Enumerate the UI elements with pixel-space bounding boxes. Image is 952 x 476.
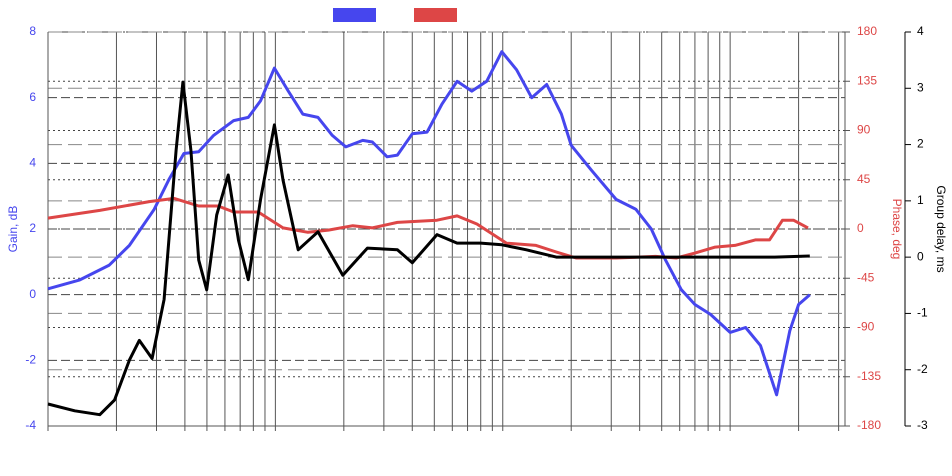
y3-tick-label: 1 [917,193,924,207]
y-tick-label: -4 [25,418,36,432]
y3-tick-label: 4 [917,24,924,38]
y3-tick-label: -1 [917,306,928,320]
y2-tick-label: 45 [857,172,871,186]
y3-tick-label: 3 [917,80,924,94]
y-tick-label: -2 [25,353,36,367]
y-tick-label: 2 [29,221,36,235]
series-line [47,196,809,260]
y-tick-label: 8 [29,24,36,38]
y3-tick-label: -3 [917,418,928,432]
y3-tick-label: -2 [917,362,928,376]
y2-tick-label: 0 [857,221,864,235]
y3-axis-label: Group delay, ms [934,185,948,272]
y2-tick-label: -180 [857,418,881,432]
y2-tick-label: -90 [857,320,875,334]
y2-tick-label: 180 [857,24,877,38]
y-tick-label: 0 [29,287,36,301]
y-axis-label: Gain, dB [6,206,20,253]
y2-tick-label: -45 [857,270,875,284]
y2-tick-label: 90 [857,123,871,137]
y2-tick-label: 135 [857,73,877,87]
series-line [47,50,811,397]
series-line [47,80,810,417]
legend-swatch [333,8,376,22]
y3-tick-label: 0 [917,249,924,263]
y2-axis-label: Phase, deg [890,199,904,260]
y2-tick-label: -135 [857,369,881,383]
y-tick-label: 6 [29,90,36,104]
y3-tick-label: 2 [917,137,924,151]
legend-swatch [414,8,457,22]
y-tick-label: 4 [29,156,36,170]
